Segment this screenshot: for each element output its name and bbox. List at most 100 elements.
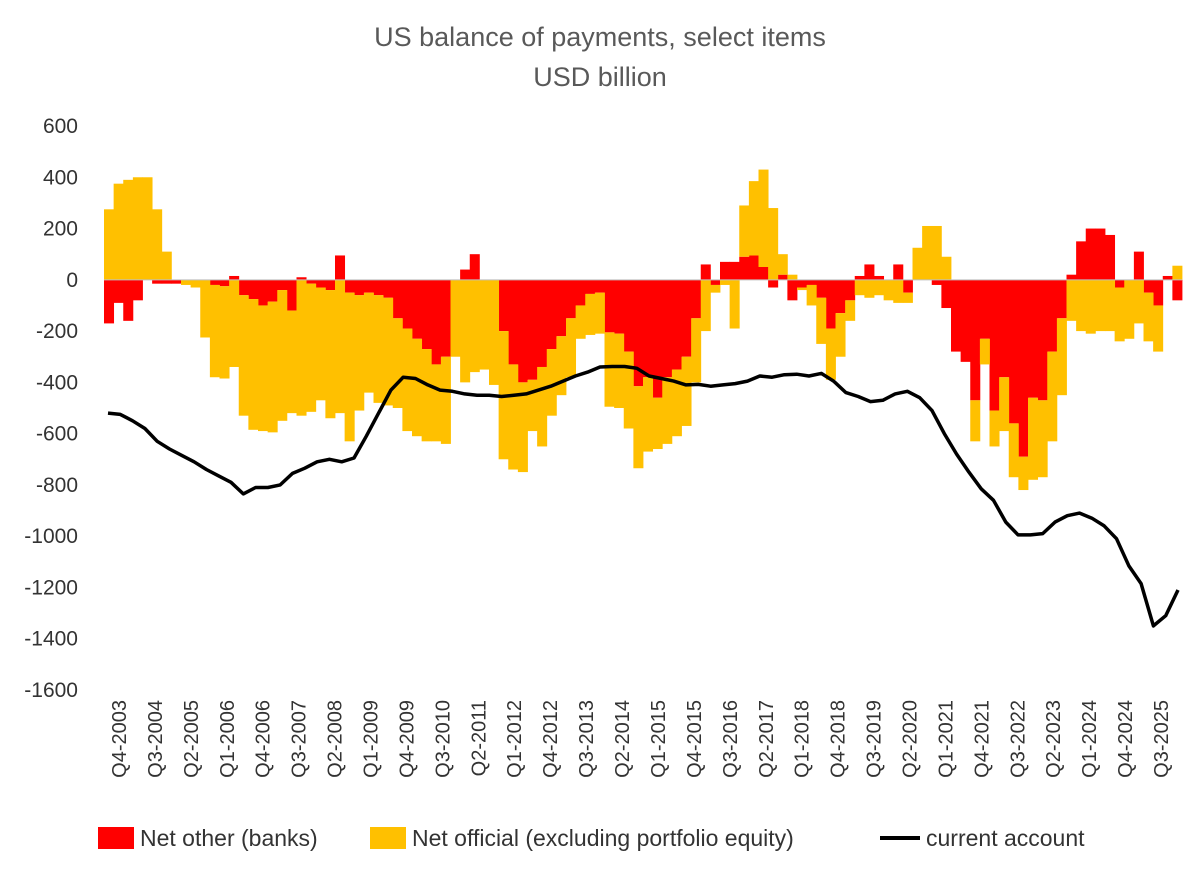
bar-net-other bbox=[845, 279, 856, 301]
bar-net-official bbox=[652, 397, 663, 450]
y-tick-label: -1200 bbox=[24, 576, 78, 599]
series-net-official bbox=[104, 169, 1183, 491]
bar-net-other bbox=[691, 279, 702, 319]
x-tick-label: Q1-2012 bbox=[504, 700, 526, 778]
y-tick-label: 600 bbox=[43, 115, 78, 138]
bar-net-official bbox=[238, 295, 249, 416]
bar-net-official bbox=[999, 377, 1010, 432]
bar-net-other bbox=[123, 279, 134, 321]
bar-net-other bbox=[440, 279, 451, 357]
bar-net-other bbox=[585, 279, 596, 294]
bar-net-other bbox=[286, 279, 297, 311]
bar-net-official bbox=[874, 279, 885, 296]
bar-net-other bbox=[787, 279, 798, 301]
bar-net-official bbox=[1095, 279, 1106, 332]
bar-net-other bbox=[748, 255, 759, 280]
bar-net-official bbox=[546, 349, 557, 416]
bar-net-official bbox=[643, 377, 654, 452]
bar-net-official bbox=[354, 295, 365, 411]
bar-net-other bbox=[960, 279, 971, 362]
bar-net-official bbox=[190, 279, 201, 288]
bar-net-official bbox=[412, 338, 423, 437]
bar-net-other bbox=[1095, 228, 1106, 280]
bar-net-official bbox=[902, 292, 913, 303]
bar-net-official bbox=[421, 349, 432, 442]
bar-net-official bbox=[335, 279, 346, 414]
bar-net-official bbox=[797, 287, 808, 291]
y-tick-label: -600 bbox=[36, 423, 78, 446]
x-tick-label: Q4-2012 bbox=[540, 700, 562, 778]
bar-net-official bbox=[1153, 305, 1164, 352]
bar-net-official bbox=[258, 305, 269, 432]
bar-net-official bbox=[248, 299, 259, 430]
bar-net-official bbox=[623, 351, 634, 429]
bar-net-official bbox=[325, 290, 336, 419]
bar-net-other bbox=[392, 279, 403, 319]
bar-net-official bbox=[383, 297, 394, 406]
x-tick-label: Q3-2025 bbox=[1151, 700, 1173, 778]
bar-net-other bbox=[219, 279, 230, 287]
bar-net-other bbox=[306, 279, 317, 284]
bar-net-official bbox=[768, 208, 779, 280]
bar-net-official bbox=[104, 209, 115, 280]
bar-net-official bbox=[1028, 397, 1039, 480]
bar-net-official bbox=[585, 293, 596, 335]
x-tick-label: Q3-2016 bbox=[720, 700, 742, 778]
bar-net-official bbox=[1124, 279, 1135, 339]
bar-net-other bbox=[710, 279, 721, 285]
x-tick-label: Q3-2010 bbox=[432, 700, 454, 778]
bar-net-other bbox=[1162, 275, 1173, 280]
bar-net-official bbox=[758, 169, 769, 267]
bar-net-other bbox=[951, 279, 962, 352]
bar-net-official bbox=[1008, 423, 1019, 478]
bar-net-other bbox=[498, 279, 509, 332]
bar-net-official bbox=[633, 386, 644, 469]
bar-net-other bbox=[1037, 279, 1048, 401]
bar-net-official bbox=[1047, 351, 1058, 442]
bar-net-other bbox=[527, 279, 538, 380]
bar-net-official bbox=[710, 284, 721, 293]
x-tick-label: Q4-2021 bbox=[971, 700, 993, 778]
bar-net-official bbox=[864, 279, 875, 298]
legend-label-current-account: current account bbox=[926, 825, 1085, 851]
bar-net-other bbox=[864, 264, 875, 280]
bar-net-official bbox=[845, 300, 856, 321]
x-tick-label: Q4-2009 bbox=[396, 700, 418, 778]
x-tick-label: Q2-2005 bbox=[181, 700, 203, 778]
bar-net-other bbox=[238, 279, 249, 296]
bar-net-other bbox=[1114, 279, 1125, 288]
bar-net-other bbox=[267, 279, 278, 302]
bar-net-official bbox=[681, 356, 692, 426]
y-tick-label: 0 bbox=[66, 269, 78, 292]
x-tick-label: Q3-2022 bbox=[1007, 700, 1029, 778]
bar-net-other bbox=[643, 279, 654, 378]
bar-net-other bbox=[594, 279, 605, 293]
bar-net-other bbox=[132, 279, 143, 301]
y-tick-label: 200 bbox=[43, 218, 78, 241]
x-tick-label: Q2-2017 bbox=[756, 700, 778, 778]
bar-net-other bbox=[671, 279, 682, 370]
bar-net-other bbox=[1133, 251, 1144, 280]
bar-net-other bbox=[902, 279, 913, 293]
x-tick-label: Q2-2020 bbox=[900, 700, 922, 778]
bar-net-official bbox=[277, 290, 288, 421]
bar-net-official bbox=[720, 279, 731, 285]
bar-net-other bbox=[681, 279, 692, 357]
bar-net-other bbox=[412, 279, 423, 339]
bar-net-official bbox=[181, 279, 192, 285]
bar-net-official bbox=[662, 377, 673, 444]
x-tick-label: Q2-2008 bbox=[325, 700, 347, 778]
bar-net-official bbox=[152, 209, 163, 280]
y-axis-tick-labels: 600 400 200 0 -200 -400 -600 -800 -1000 -1200 -140… bbox=[24, 115, 78, 702]
bar-net-official bbox=[825, 328, 836, 380]
x-tick-label: Q1-2015 bbox=[648, 700, 670, 778]
bar-net-official bbox=[296, 279, 307, 416]
bar-net-official bbox=[729, 279, 740, 329]
bar-net-official bbox=[739, 205, 750, 257]
bar-net-other bbox=[720, 261, 731, 280]
y-tick-label: -200 bbox=[36, 320, 78, 343]
series-net-other-banks bbox=[104, 228, 1183, 457]
y-tick-label: -1400 bbox=[24, 628, 78, 651]
bar-net-official bbox=[1143, 292, 1154, 342]
bar-net-official bbox=[229, 279, 240, 367]
